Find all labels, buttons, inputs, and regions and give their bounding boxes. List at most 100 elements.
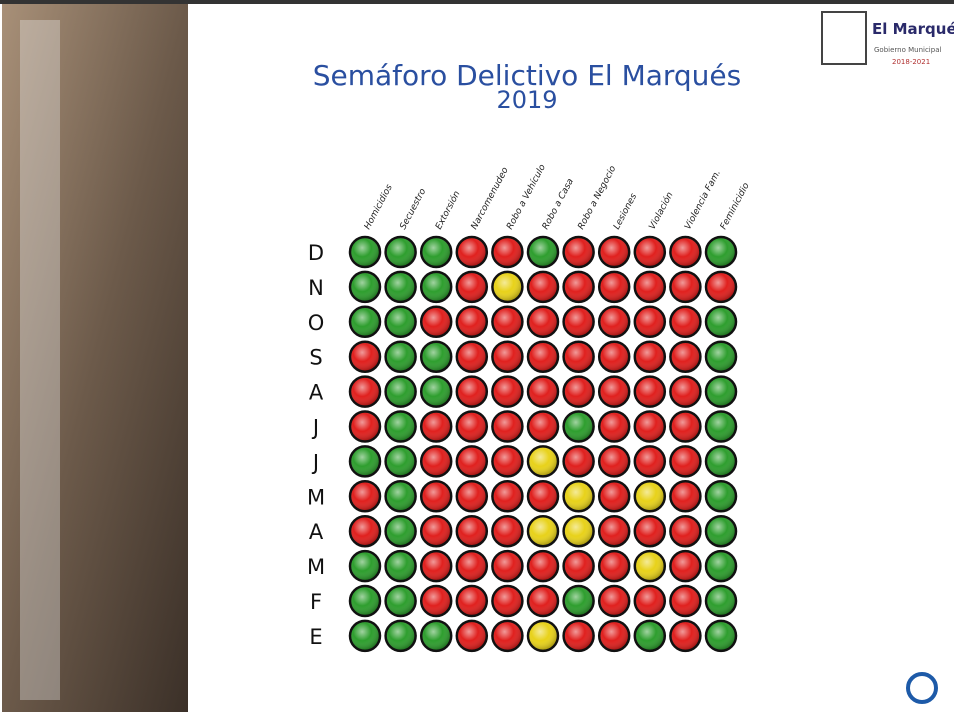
light-shine (635, 517, 664, 546)
light-shine (422, 552, 451, 581)
light-shine (671, 307, 700, 336)
light-shine (386, 238, 415, 266)
light-shine (600, 517, 629, 546)
light-shine (529, 307, 557, 336)
light-shine (422, 621, 451, 650)
light-shine (422, 272, 451, 301)
light-shine (635, 412, 664, 441)
light-shine (707, 412, 735, 441)
title: Semáforo Delictivo El Marqués (313, 59, 742, 92)
light-shine (422, 482, 451, 511)
light-shine (600, 307, 629, 336)
light-shine (564, 587, 593, 615)
light-shine (529, 342, 557, 371)
light-shine (493, 377, 522, 406)
light-shine (707, 447, 735, 476)
light-shine (635, 447, 664, 476)
light-shine (529, 377, 557, 406)
light-shine (457, 377, 486, 406)
light-shine (351, 447, 379, 476)
light-shine (564, 621, 593, 650)
light-shine (386, 377, 415, 406)
light-shine (493, 342, 522, 371)
light-shine (457, 238, 486, 266)
light-shine (457, 342, 486, 371)
light-shine (351, 621, 379, 650)
light-shine (600, 377, 629, 406)
light-shine (635, 307, 664, 336)
row-label: A (309, 520, 324, 544)
light-shine (422, 447, 451, 476)
light-shine (422, 412, 451, 441)
row-label: S (309, 346, 322, 370)
row-label: N (308, 276, 324, 300)
light-shine (386, 272, 415, 301)
light-shine (564, 482, 593, 511)
light-shine (493, 621, 522, 650)
light-shine (707, 482, 735, 511)
light-shine (707, 552, 735, 581)
light-shine (529, 272, 557, 301)
light-shine (564, 517, 593, 546)
light-shine (493, 412, 522, 441)
light-shine (671, 412, 700, 441)
light-shine (386, 412, 415, 441)
row-label: E (309, 625, 322, 649)
light-shine (422, 342, 451, 371)
light-shine (422, 307, 451, 336)
light-shine (635, 238, 664, 266)
light-shine (671, 238, 700, 266)
light-shine (493, 447, 522, 476)
light-shine (671, 517, 700, 546)
light-shine (707, 377, 735, 406)
light-shine (493, 307, 522, 336)
light-shine (422, 587, 451, 615)
top-edge (0, 0, 954, 4)
light-shine (707, 621, 735, 650)
light-shine (564, 238, 593, 266)
light-shine (386, 342, 415, 371)
subtitle: 2019 (496, 86, 557, 114)
light-shine (351, 272, 379, 301)
light-shine (635, 272, 664, 301)
light-shine (671, 482, 700, 511)
light-shine (707, 342, 735, 371)
light-shine (386, 621, 415, 650)
light-shine (351, 552, 379, 581)
light-shine (671, 447, 700, 476)
light-shine (351, 307, 379, 336)
light-shine (564, 447, 593, 476)
row-label: M (307, 555, 325, 579)
light-shine (529, 412, 557, 441)
light-shine (493, 238, 522, 266)
light-shine (707, 587, 735, 615)
light-shine (564, 552, 593, 581)
row-label: J (311, 450, 319, 474)
light-shine (493, 552, 522, 581)
light-shine (351, 517, 379, 546)
light-shine (351, 587, 379, 615)
light-shine (529, 587, 557, 615)
row-label: D (308, 241, 324, 265)
light-shine (351, 482, 379, 511)
light-shine (493, 482, 522, 511)
light-shine (635, 377, 664, 406)
light-shine (671, 342, 700, 371)
light-shine (529, 621, 557, 650)
light-shine (457, 552, 486, 581)
logo-sub: Gobierno Municipal (874, 46, 941, 54)
light-shine (386, 587, 415, 615)
light-shine (600, 447, 629, 476)
light-shine (457, 517, 486, 546)
light-shine (564, 342, 593, 371)
light-shine (457, 447, 486, 476)
logo-name: El Marqués (872, 20, 954, 38)
light-shine (422, 377, 451, 406)
light-shine (600, 552, 629, 581)
light-shine (386, 447, 415, 476)
light-shine (671, 552, 700, 581)
side-photo (2, 4, 188, 712)
light-shine (351, 377, 379, 406)
photo-letters (20, 20, 60, 700)
